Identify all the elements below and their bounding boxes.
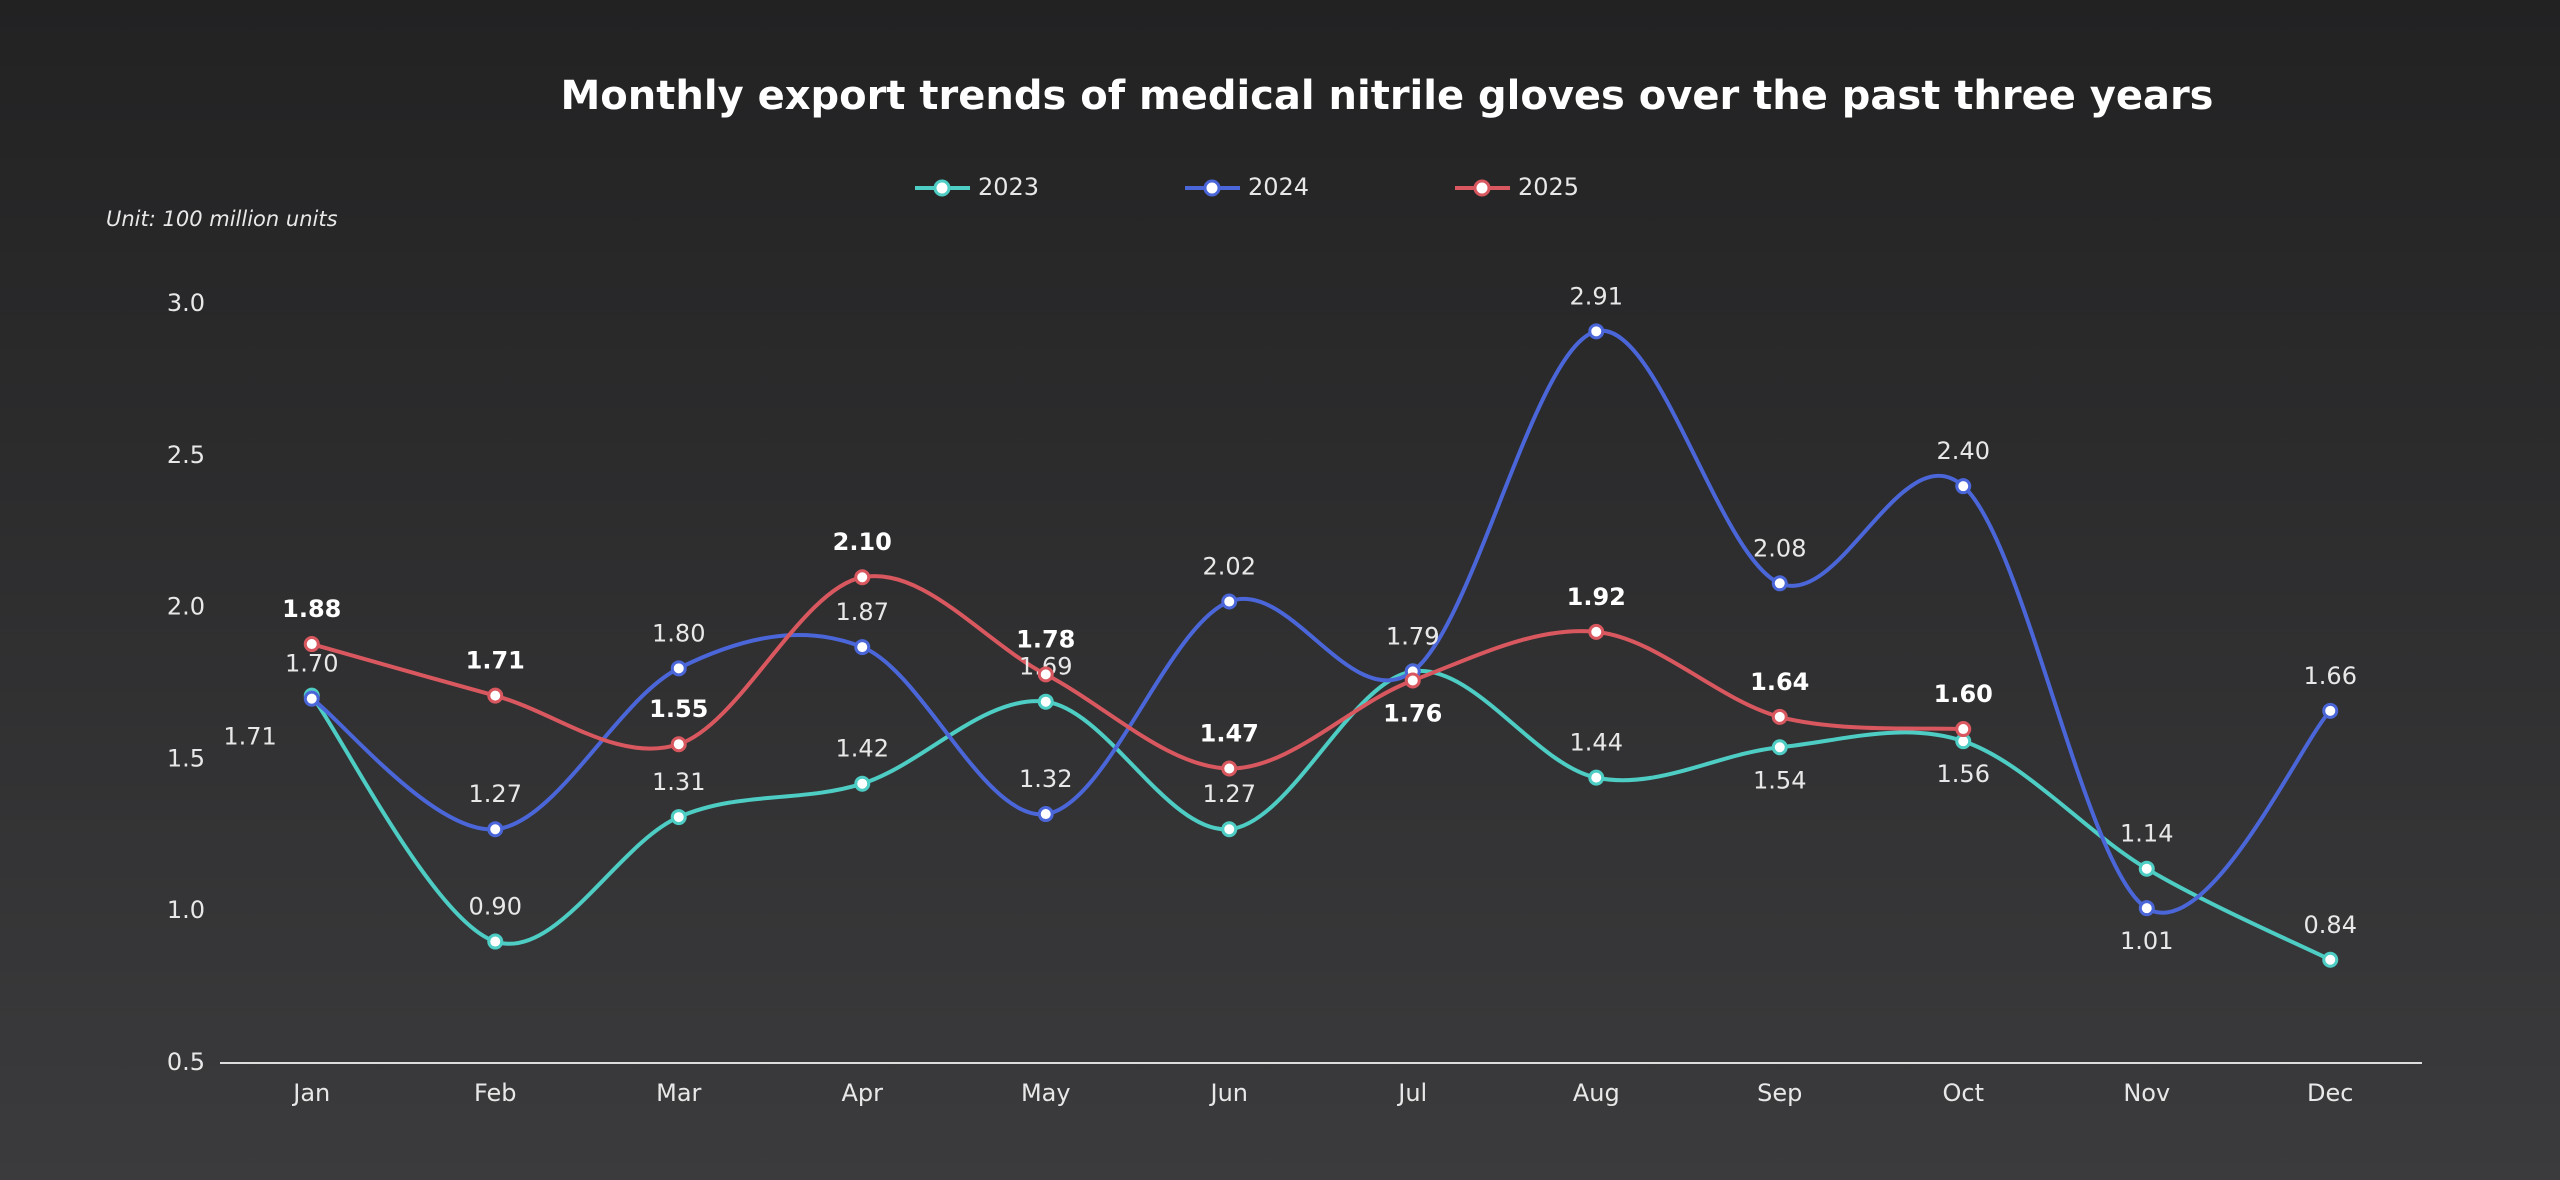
data-label: 1.47 — [1200, 720, 1259, 748]
data-label: 1.27 — [1203, 780, 1256, 808]
y-tick-label: 3.0 — [167, 289, 205, 317]
data-point — [854, 569, 871, 586]
data-label: 1.32 — [1019, 765, 1072, 793]
data-label: 1.71 — [223, 723, 276, 751]
x-tick-label: Sep — [1757, 1079, 1802, 1107]
data-point — [303, 690, 320, 707]
data-label: 1.56 — [1937, 760, 1990, 788]
data-point — [1588, 623, 1605, 640]
data-label: 1.92 — [1567, 583, 1626, 611]
x-tick-label: Jan — [291, 1079, 330, 1107]
data-label: 1.31 — [652, 768, 705, 796]
y-tick-label: 1.5 — [167, 744, 205, 772]
x-tick-label: Jun — [1209, 1079, 1249, 1107]
legend-label: 2023 — [978, 173, 1039, 201]
y-tick-label: 2.0 — [167, 593, 205, 621]
data-label: 1.71 — [466, 647, 525, 675]
x-tick-label: May — [1021, 1079, 1071, 1107]
x-tick-label: Aug — [1573, 1079, 1620, 1107]
data-point — [487, 821, 504, 838]
x-tick-label: Jul — [1396, 1079, 1427, 1107]
y-tick-label: 2.5 — [167, 441, 205, 469]
data-point — [487, 687, 504, 704]
y-tick-label: 0.5 — [167, 1048, 205, 1076]
data-point — [1955, 478, 1972, 495]
series-line — [310, 328, 2332, 915]
data-label: 1.78 — [1016, 625, 1075, 653]
data-point — [1955, 721, 1972, 738]
data-point — [670, 809, 687, 826]
data-point — [1404, 672, 1421, 689]
data-point — [1037, 806, 1054, 823]
x-tick-label: Mar — [656, 1079, 701, 1107]
data-point — [2138, 860, 2155, 877]
x-tick-label: Apr — [841, 1079, 883, 1107]
data-label: 1.80 — [652, 619, 705, 647]
data-point — [670, 736, 687, 753]
data-label: 1.79 — [1386, 622, 1439, 650]
data-label: 1.55 — [649, 695, 708, 723]
data-label: 1.66 — [2304, 662, 2357, 690]
data-label: 2.40 — [1937, 437, 1990, 465]
data-point — [487, 933, 504, 950]
data-point — [854, 639, 871, 656]
chart-title: Monthly export trends of medical nitrile… — [561, 73, 2214, 119]
data-point — [2322, 702, 2339, 719]
data-label: 2.02 — [1203, 553, 1256, 581]
legend-marker — [933, 179, 951, 197]
data-label: 1.60 — [1934, 680, 1993, 708]
data-label: 1.01 — [2120, 927, 2173, 955]
data-label: 1.14 — [2120, 820, 2173, 848]
data-label: 1.42 — [836, 735, 889, 763]
data-label: 2.08 — [1753, 534, 1806, 562]
legend-marker — [1473, 179, 1491, 197]
data-label: 1.64 — [1750, 668, 1809, 696]
data-label: 1.88 — [282, 595, 341, 623]
data-point — [1588, 323, 1605, 340]
data-point — [670, 660, 687, 677]
data-label: 1.87 — [836, 598, 889, 626]
legend-label: 2024 — [1248, 173, 1309, 201]
data-point — [303, 636, 320, 653]
data-point — [1221, 593, 1238, 610]
data-label: 1.79 — [1386, 622, 1439, 650]
data-point — [1221, 760, 1238, 777]
legend-label: 2025 — [1518, 173, 1579, 201]
data-point — [1588, 769, 1605, 786]
data-label: 1.27 — [469, 780, 522, 808]
data-point — [1771, 708, 1788, 725]
y-tick-label: 1.0 — [167, 896, 205, 924]
data-point — [2138, 900, 2155, 917]
data-label: 1.70 — [285, 650, 338, 678]
x-tick-label: Feb — [474, 1079, 517, 1107]
data-point — [1037, 693, 1054, 710]
data-label: 1.44 — [1570, 729, 1623, 757]
data-point — [1771, 575, 1788, 592]
data-point — [854, 775, 871, 792]
data-label: 1.76 — [1383, 699, 1442, 727]
x-tick-label: Nov — [2123, 1079, 2170, 1107]
series-line — [310, 668, 2332, 962]
data-label: 2.10 — [833, 528, 892, 556]
legend-marker — [1203, 179, 1221, 197]
data-point — [2322, 951, 2339, 968]
data-point — [1221, 821, 1238, 838]
data-label: 1.54 — [1753, 766, 1806, 794]
data-point — [1771, 739, 1788, 756]
data-label: 2.91 — [1570, 282, 1623, 310]
data-label: 0.84 — [2304, 911, 2357, 939]
data-point — [1037, 666, 1054, 683]
x-tick-label: Dec — [2307, 1079, 2353, 1107]
data-label: 0.90 — [469, 893, 522, 921]
series-line — [311, 574, 1964, 771]
unit-label: Unit: 100 million units — [106, 207, 338, 231]
x-tick-label: Oct — [1943, 1079, 1985, 1107]
